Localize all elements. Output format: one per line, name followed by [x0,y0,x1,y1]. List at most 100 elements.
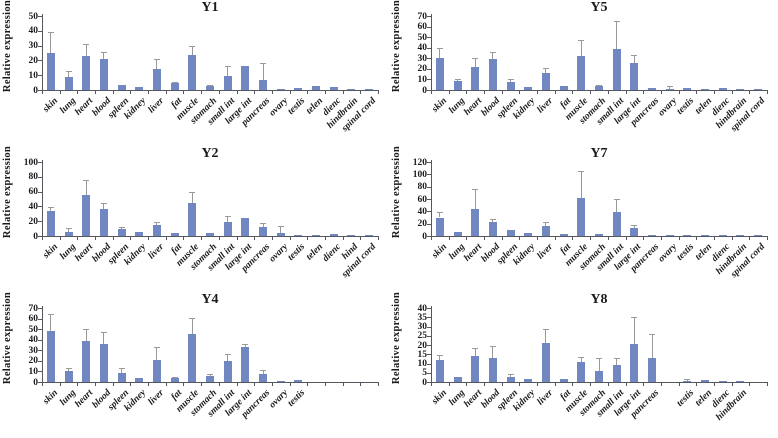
x-tick-mark [731,382,733,386]
y-axis-tick-label: 70 [28,303,39,314]
x-tick-mark [289,90,291,94]
chart-title: Y2 [201,146,219,161]
x-tick-mark [607,90,609,94]
x-tick-mark [448,90,450,94]
x-tick-mark [112,90,114,94]
y-tick-mark [427,354,431,356]
x-tick-mark [59,236,61,240]
error-bar [492,219,494,222]
x-tick-mark [696,236,698,240]
y-axis-tick-label: 10 [28,366,39,377]
chart-title: Y1 [201,0,219,15]
y-tick-mark [427,68,431,70]
chart-Y7: Y7 Relative expression 0 20 40 60 80 100 120 skin… [389,146,778,292]
x-tick-mark [767,90,768,94]
error-bar [227,216,229,223]
x-tick-mark [537,236,539,240]
error-bar [510,78,512,82]
y-tick-mark [38,382,42,383]
x-tick-mark [112,236,114,240]
x-tick-mark [254,90,256,94]
bar-liver [541,73,550,90]
error-bar-cap [454,78,461,80]
error-bar-cap [542,329,549,331]
x-tick-mark [112,382,114,386]
y-tick-mark [427,16,431,17]
y-axis-tick-label: 60 [28,314,39,325]
y-axis-tick-label: 10 [417,74,428,85]
error-bar-cap [666,86,673,88]
x-tick-mark [95,382,97,386]
x-tick-mark [360,90,362,94]
bar-fat [170,377,179,382]
x-tick-mark [183,236,185,240]
x-tick-mark [431,382,432,386]
error-bar-cap [472,347,479,349]
error-bar-cap [171,376,178,378]
y-tick-mark [427,211,431,213]
y-tick-mark [38,360,42,362]
x-tick-mark [572,236,574,240]
error-bar [616,199,618,212]
y-tick-mark [38,176,42,178]
bar-muscle [577,55,586,90]
error-bar-cap [542,221,549,223]
y-tick-mark [38,339,42,341]
error-bar-cap [260,223,267,225]
x-axis-line [431,236,768,237]
bar-testis [294,380,303,382]
x-tick-mark [148,382,150,386]
chart-Y4: Y4 Relative expression 0 10 20 30 40 50 60 70 skin… [0,292,389,438]
bar-skin [435,359,444,382]
bar-spleen [117,373,126,382]
error-bar-cap [224,353,231,355]
error-bar [545,329,547,343]
x-tick-mark [448,236,450,240]
x-tick-mark [519,236,521,240]
error-bar [191,192,193,203]
error-bar-cap [631,225,638,227]
y-axis-line [431,306,432,382]
x-axis-line [431,90,768,91]
bar-pancreas [259,80,268,90]
x-tick-mark [77,382,79,386]
bar-hindbrain [736,381,745,382]
chart-title: Y5 [590,0,608,15]
x-tick-mark [749,90,751,94]
error-bar [156,58,158,70]
bar-lung [453,231,462,236]
bar-small int [223,75,232,90]
y-tick-mark [427,236,431,237]
bar-testis [294,88,303,90]
bar-lung [453,81,462,90]
y-axis-tick-label: 20 [417,64,428,75]
bar-large int [630,62,639,90]
x-tick-mark [501,236,503,240]
x-tick-mark [342,90,344,94]
x-tick-mark [42,382,43,386]
x-tick-mark [466,382,468,386]
x-tick-mark [360,382,362,386]
error-bar [598,357,600,372]
y-tick-mark [38,90,42,91]
x-tick-mark [271,236,273,240]
error-bar-cap [489,52,496,54]
bar-testis [683,88,692,90]
bar-stomach [206,376,214,382]
x-tick-mark [607,382,609,386]
y-tick-mark [427,90,431,91]
y-axis-tick-label: 20 [417,219,428,230]
bar-kidney [524,233,533,236]
error-bar [474,188,476,209]
bar-dienc [329,86,338,90]
x-tick-mark [731,90,733,94]
x-tick-mark [519,90,521,94]
y-tick-mark [38,308,42,309]
x-axis-line [42,236,379,237]
x-tick-mark [660,236,662,240]
error-bar-cap [224,216,231,218]
y-axis-tick-label: 50 [28,11,39,22]
bar-ovary [276,233,285,236]
error-bar-cap [489,345,496,347]
y-axis-line [431,160,432,236]
